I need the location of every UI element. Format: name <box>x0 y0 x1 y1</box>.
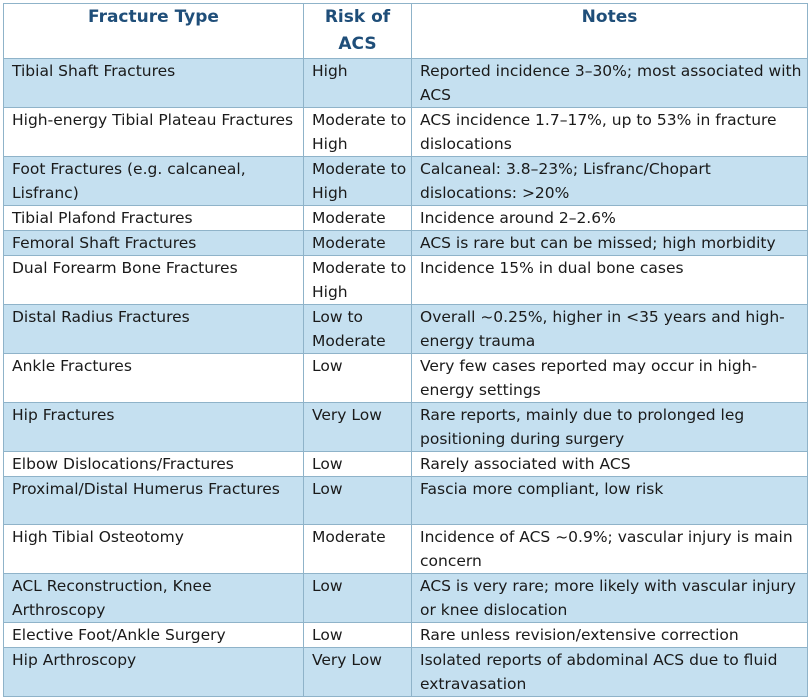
fracture-type-cell: Hip Arthroscopy <box>3 647 304 697</box>
risk-cell: Low <box>303 476 412 525</box>
risk-cell: Low <box>303 451 412 477</box>
notes-cell: Overall ~0.25%, higher in <35 years and … <box>411 304 808 354</box>
fracture-type-cell: ACL Reconstruction, Knee Arthroscopy <box>3 573 304 623</box>
fracture-type-cell: Femoral Shaft Fractures <box>3 230 304 256</box>
fracture-risk-table: Fracture Type Risk of ACS Notes Tibial S… <box>3 3 808 697</box>
fracture-type-cell: Distal Radius Fractures <box>3 304 304 354</box>
table-row: ACL Reconstruction, Knee Arthroscopy Low… <box>3 573 808 623</box>
notes-cell: Rare unless revision/extensive correctio… <box>411 622 808 648</box>
table-row: Tibial Plafond Fractures Moderate Incide… <box>3 205 808 231</box>
risk-cell: Moderate <box>303 205 412 231</box>
risk-cell: Low <box>303 573 412 623</box>
header-risk-of-acs: Risk of ACS <box>303 3 412 59</box>
risk-cell: Moderate to High <box>303 255 412 305</box>
fracture-type-cell: Foot Fractures (e.g. calcaneal, Lisfranc… <box>3 156 304 206</box>
header-fracture-type: Fracture Type <box>3 3 304 59</box>
notes-cell: ACS is rare but can be missed; high morb… <box>411 230 808 256</box>
notes-cell: ACS incidence 1.7–17%, up to 53% in frac… <box>411 107 808 157</box>
fracture-type-cell: Elective Foot/Ankle Surgery <box>3 622 304 648</box>
fracture-type-cell: Hip Fractures <box>3 402 304 452</box>
fracture-type-cell: High Tibial Osteotomy <box>3 524 304 574</box>
risk-cell: Moderate <box>303 524 412 574</box>
fracture-type-cell: Ankle Fractures <box>3 353 304 403</box>
notes-cell: Isolated reports of abdominal ACS due to… <box>411 647 808 697</box>
notes-cell: Incidence 15% in dual bone cases <box>411 255 808 305</box>
risk-cell: Moderate to High <box>303 156 412 206</box>
table-row: Elbow Dislocations/Fractures Low Rarely … <box>3 451 808 477</box>
fracture-type-cell: High-energy Tibial Plateau Fractures <box>3 107 304 157</box>
risk-cell: Moderate to High <box>303 107 412 157</box>
table-row: Hip Arthroscopy Very Low Isolated report… <box>3 647 808 697</box>
table-row: Dual Forearm Bone Fractures Moderate to … <box>3 255 808 305</box>
risk-cell: Low to Moderate <box>303 304 412 354</box>
table-row: High-energy Tibial Plateau Fractures Mod… <box>3 107 808 157</box>
table-row: Tibial Shaft Fractures High Reported inc… <box>3 58 808 108</box>
table-row: Foot Fractures (e.g. calcaneal, Lisfranc… <box>3 156 808 206</box>
header-notes: Notes <box>411 3 808 59</box>
notes-cell: ACS is very rare; more likely with vascu… <box>411 573 808 623</box>
notes-cell: Rare reports, mainly due to prolonged le… <box>411 402 808 452</box>
table-row: High Tibial Osteotomy Moderate Incidence… <box>3 524 808 574</box>
notes-cell: Reported incidence 3–30%; most associate… <box>411 58 808 108</box>
table-row: Proximal/Distal Humerus Fractures Low Fa… <box>3 476 808 525</box>
fracture-type-cell: Tibial Plafond Fractures <box>3 205 304 231</box>
fracture-type-cell: Tibial Shaft Fractures <box>3 58 304 108</box>
notes-cell: Calcaneal: 3.8–23%; Lisfranc/Chopart dis… <box>411 156 808 206</box>
notes-cell: Incidence of ACS ~0.9%; vascular injury … <box>411 524 808 574</box>
notes-cell: Fascia more compliant, low risk <box>411 476 808 525</box>
risk-cell: High <box>303 58 412 108</box>
fracture-type-cell: Proximal/Distal Humerus Fractures <box>3 476 304 525</box>
table-row: Hip Fractures Very Low Rare reports, mai… <box>3 402 808 452</box>
fracture-type-cell: Elbow Dislocations/Fractures <box>3 451 304 477</box>
fracture-type-cell: Dual Forearm Bone Fractures <box>3 255 304 305</box>
risk-cell: Very Low <box>303 647 412 697</box>
table-header-row: Fracture Type Risk of ACS Notes <box>3 3 808 59</box>
risk-cell: Moderate <box>303 230 412 256</box>
notes-cell: Incidence around 2–2.6% <box>411 205 808 231</box>
notes-cell: Rarely associated with ACS <box>411 451 808 477</box>
risk-cell: Low <box>303 622 412 648</box>
table-row: Elective Foot/Ankle Surgery Low Rare unl… <box>3 622 808 648</box>
table-row: Ankle Fractures Low Very few cases repor… <box>3 353 808 403</box>
risk-cell: Very Low <box>303 402 412 452</box>
risk-cell: Low <box>303 353 412 403</box>
table-row: Distal Radius Fractures Low to Moderate … <box>3 304 808 354</box>
notes-cell: Very few cases reported may occur in hig… <box>411 353 808 403</box>
table-row: Femoral Shaft Fractures Moderate ACS is … <box>3 230 808 256</box>
